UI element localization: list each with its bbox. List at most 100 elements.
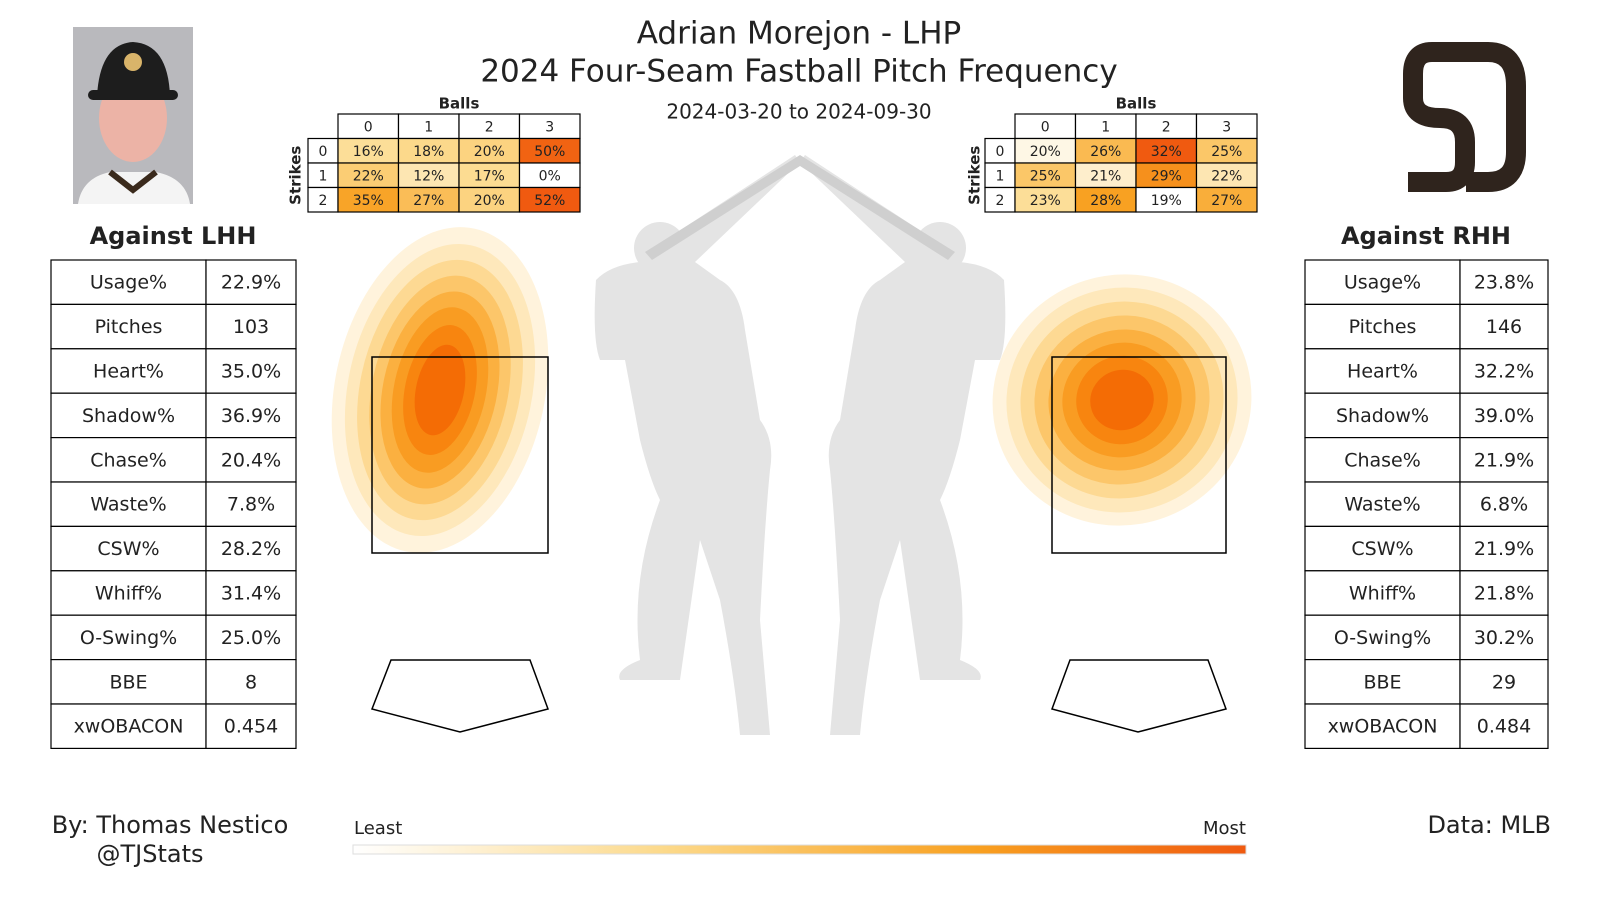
- stat-name: O-Swing%: [1334, 627, 1431, 649]
- stat-name: CSW%: [97, 538, 159, 560]
- stat-cell: [1304, 392, 1461, 439]
- count-cell: [518, 162, 581, 189]
- count-cell: [1135, 186, 1198, 213]
- stat-cell: [1304, 614, 1461, 661]
- author: By: Thomas Nestico: [52, 811, 289, 839]
- legend-high: Most: [1203, 818, 1246, 839]
- stat-value: 23.8%: [1474, 272, 1534, 294]
- balls-label: Balls: [1116, 95, 1157, 113]
- count-cell: [518, 186, 581, 213]
- stat-value: 30.2%: [1474, 627, 1534, 649]
- stat-name: Shadow%: [82, 405, 175, 427]
- count-value: 32%: [1151, 144, 1182, 160]
- count-value: 22%: [1211, 168, 1242, 184]
- count-value: 35%: [353, 193, 384, 209]
- count-header-cell: [397, 113, 460, 140]
- balls-value: 0: [1041, 119, 1050, 135]
- balls-value: 3: [545, 119, 554, 135]
- rhh-density: [992, 274, 1252, 526]
- count-value: 12%: [413, 168, 444, 184]
- stat-cell: [1459, 259, 1549, 306]
- count-cell: [337, 137, 400, 164]
- count-value: 17%: [474, 168, 505, 184]
- stat-name: Waste%: [1344, 494, 1420, 516]
- stat-value: 6.8%: [1480, 494, 1528, 516]
- count-value: 25%: [1211, 144, 1242, 160]
- count-cell: [1074, 137, 1137, 164]
- stat-cell: [1304, 348, 1461, 394]
- count-cell: [518, 137, 581, 164]
- stat-cell: [205, 259, 297, 306]
- stat-value: 29: [1492, 671, 1516, 693]
- stat-value: 35.0%: [221, 361, 281, 383]
- count-value: 29%: [1151, 168, 1182, 184]
- stat-value: 21.9%: [1474, 449, 1534, 471]
- stat-value: 8: [245, 671, 257, 693]
- stat-value: 7.8%: [227, 494, 275, 516]
- stat-name: Chase%: [1344, 449, 1421, 471]
- stat-cell: [1459, 303, 1549, 350]
- stat-name: CSW%: [1351, 538, 1413, 560]
- count-cell: [458, 137, 521, 164]
- balls-value: 2: [485, 119, 494, 135]
- count-value: 50%: [534, 144, 565, 160]
- stat-cell: [205, 570, 297, 616]
- count-value: 20%: [1030, 144, 1061, 160]
- data-source: Data: MLB: [1427, 811, 1551, 839]
- count-value: 27%: [413, 193, 444, 209]
- strikes-value: 2: [319, 193, 328, 209]
- lhh-density: [331, 227, 549, 553]
- stat-value: 22.9%: [221, 272, 281, 294]
- count-value: 28%: [1090, 193, 1121, 209]
- count-cell: [337, 162, 400, 189]
- date-range: 2024-03-20 to 2024-09-30: [666, 100, 931, 124]
- strikes-value: 1: [996, 168, 1005, 184]
- stat-cell: [50, 658, 207, 705]
- stat-value: 103: [233, 316, 269, 338]
- count-value: 16%: [353, 144, 384, 160]
- stat-table-title: Against RHH: [1341, 222, 1511, 250]
- stat-name: Heart%: [1347, 361, 1418, 383]
- count-value: 20%: [474, 193, 505, 209]
- stat-cell: [1459, 525, 1549, 572]
- balls-value: 1: [1101, 119, 1110, 135]
- balls-value: 0: [364, 119, 373, 135]
- stat-cell: [50, 259, 207, 306]
- stat-cell: [50, 525, 207, 572]
- count-value: 27%: [1211, 193, 1242, 209]
- stat-cell: [1459, 703, 1549, 750]
- handle: @TJStats: [96, 840, 203, 868]
- count-cell: [1014, 137, 1077, 164]
- stat-name: Pitches: [95, 316, 163, 338]
- stat-value: 21.9%: [1474, 538, 1534, 560]
- legend-low: Least: [354, 818, 402, 839]
- stat-name: xwOBACON: [74, 716, 184, 738]
- stat-cell: [50, 570, 207, 616]
- balls-value: 3: [1222, 119, 1231, 135]
- stat-cell: [205, 303, 297, 350]
- chart-title: 2024 Four-Seam Fastball Pitch Frequency: [480, 54, 1117, 90]
- stat-cell: [205, 703, 297, 750]
- count-header-cell: [1195, 113, 1258, 140]
- count-header-cell: [984, 162, 1016, 189]
- strikes-value: 0: [996, 144, 1005, 160]
- stat-name: BBE: [1363, 671, 1401, 693]
- stat-cell: [205, 348, 297, 394]
- count-value: 20%: [474, 144, 505, 160]
- stat-name: Waste%: [90, 494, 166, 516]
- count-header-cell: [307, 186, 339, 213]
- count-value: 0%: [539, 168, 561, 184]
- count-value: 52%: [534, 193, 565, 209]
- stat-value: 25.0%: [221, 627, 281, 649]
- count-value: 21%: [1090, 168, 1121, 184]
- stat-cell: [205, 392, 297, 439]
- strikes-value: 0: [319, 144, 328, 160]
- stat-cell: [50, 348, 207, 394]
- strikes-label: Strikes: [287, 146, 305, 205]
- stat-cell: [50, 481, 207, 528]
- count-value: 25%: [1030, 168, 1061, 184]
- stat-cell: [50, 703, 207, 750]
- stat-cell: [205, 658, 297, 705]
- strikes-value: 2: [996, 193, 1005, 209]
